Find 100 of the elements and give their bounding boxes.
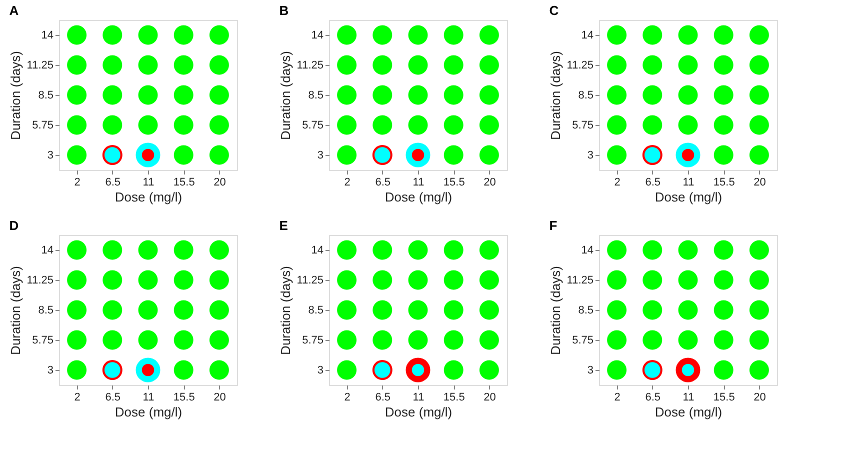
y-tick-label: 3 — [47, 150, 54, 162]
point — [678, 85, 698, 105]
point — [678, 25, 698, 45]
point — [138, 85, 158, 105]
x-tick-label: 20 — [484, 392, 496, 404]
point — [102, 55, 122, 75]
point — [102, 330, 122, 350]
x-tick-label: 11 — [412, 176, 424, 188]
x-tick-label: 20 — [214, 392, 226, 404]
point — [408, 330, 428, 350]
x-tick-label: 2 — [614, 176, 620, 188]
point — [209, 115, 229, 135]
y-tick-label: 14 — [41, 30, 54, 42]
x-tick-label: 6.5 — [375, 176, 391, 188]
point — [138, 240, 158, 260]
point — [607, 240, 627, 260]
x-axis-title: Dose (mg/l) — [384, 190, 452, 204]
point — [102, 25, 122, 45]
point — [67, 270, 87, 290]
point — [209, 300, 229, 320]
point — [408, 300, 428, 320]
point — [138, 115, 158, 135]
point — [444, 55, 464, 75]
y-axis-title: Duration (days) — [8, 266, 23, 355]
point — [102, 115, 122, 135]
y-tick-label: 5.75 — [302, 120, 324, 132]
point — [102, 270, 122, 290]
point — [138, 55, 158, 75]
point — [607, 330, 627, 350]
point — [749, 330, 769, 350]
point — [408, 55, 428, 75]
x-tick-label: 11 — [682, 392, 694, 404]
y-tick-label: 14 — [311, 244, 324, 256]
x-axis-title: Dose (mg/l) — [114, 404, 182, 420]
point — [714, 270, 734, 290]
x-tick-label: 11 — [142, 392, 154, 404]
point — [479, 25, 499, 45]
y-tick-label: 3 — [317, 150, 324, 162]
point — [714, 55, 734, 75]
point — [408, 25, 428, 45]
point — [678, 55, 698, 75]
point — [174, 360, 194, 380]
y-tick-label: 8.5 — [38, 304, 54, 316]
point — [372, 25, 392, 45]
x-tick-label: 6.5 — [375, 392, 391, 404]
y-tick-label: 8.5 — [308, 304, 324, 316]
point — [209, 360, 229, 380]
x-tick-label: 11 — [412, 392, 424, 404]
x-axis-title: Dose (mg/l) — [654, 404, 722, 420]
x-tick-label: 6.5 — [645, 392, 661, 404]
y-tick-label: 8.5 — [578, 304, 594, 316]
y-tick-label: 5.75 — [572, 334, 594, 346]
point — [642, 55, 662, 75]
point — [337, 300, 357, 320]
point — [174, 25, 194, 45]
point — [479, 55, 499, 75]
x-tick-label: 2 — [74, 176, 80, 188]
point — [678, 240, 698, 260]
point — [642, 85, 662, 105]
x-tick-label: 15.5 — [713, 176, 735, 188]
point — [209, 330, 229, 350]
y-tick-label: 11.25 — [26, 60, 54, 72]
x-axis-title: Dose (mg/l) — [114, 190, 182, 204]
y-tick-label: 11.25 — [26, 274, 54, 286]
point — [607, 115, 627, 135]
y-tick-label: 8.5 — [578, 90, 594, 102]
point — [102, 240, 122, 260]
x-tick-label: 11 — [682, 176, 694, 188]
point — [337, 55, 357, 75]
x-axis-title: Dose (mg/l) — [384, 404, 452, 420]
point — [714, 240, 734, 260]
point — [174, 115, 194, 135]
y-axis-title: Duration (days) — [278, 51, 293, 140]
point — [174, 330, 194, 350]
y-axis-title: Duration (days) — [8, 51, 23, 140]
y-tick-label: 5.75 — [32, 334, 54, 346]
point — [749, 240, 769, 260]
x-tick-label: 11 — [142, 176, 154, 188]
point — [749, 85, 769, 105]
point — [749, 145, 769, 165]
point — [337, 270, 357, 290]
point — [749, 115, 769, 135]
y-tick-label: 3 — [47, 364, 54, 376]
point — [67, 85, 87, 105]
point — [337, 330, 357, 350]
point — [337, 145, 357, 165]
point — [444, 240, 464, 260]
chart-title: A — [9, 3, 20, 18]
y-axis-title: Duration (days) — [278, 266, 293, 355]
point — [714, 330, 734, 350]
point — [102, 300, 122, 320]
y-axis-title: Duration (days) — [548, 51, 563, 140]
point — [209, 25, 229, 45]
point — [714, 25, 734, 45]
y-tick-label: 3 — [587, 364, 594, 376]
point — [642, 330, 662, 350]
point — [444, 330, 464, 350]
y-tick-label: 11.25 — [566, 274, 594, 286]
point — [607, 145, 627, 165]
point — [607, 25, 627, 45]
